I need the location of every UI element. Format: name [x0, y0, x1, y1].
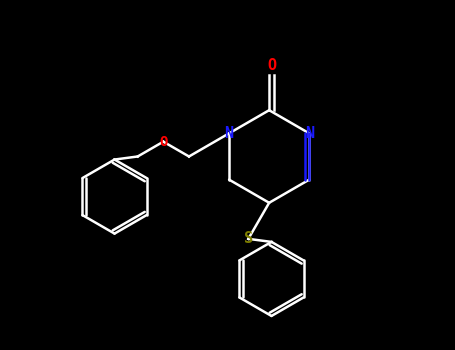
Text: O: O: [159, 135, 167, 149]
Text: O: O: [267, 58, 276, 73]
Text: N: N: [224, 126, 233, 141]
Text: S: S: [244, 231, 253, 246]
Text: N: N: [305, 126, 314, 141]
